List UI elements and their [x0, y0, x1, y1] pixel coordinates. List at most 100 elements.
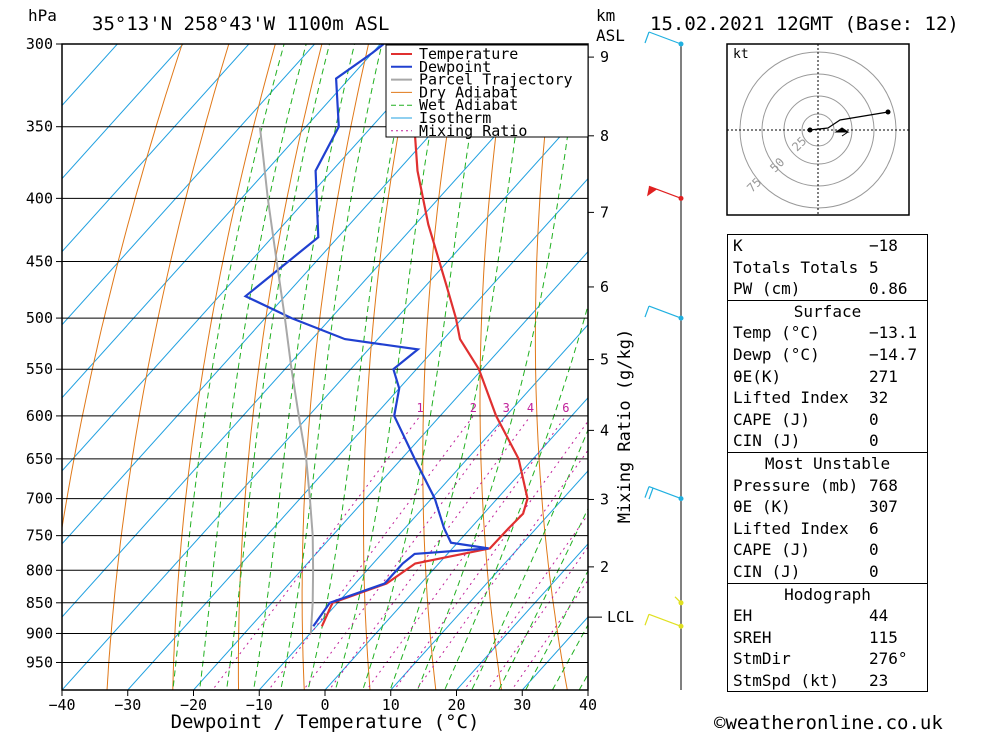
hodograph-trace — [809, 111, 889, 131]
wind-barb-staff — [648, 305, 682, 319]
wet-adiabat-line — [280, 44, 383, 690]
index-value: −18 — [869, 236, 898, 255]
x-tick-label: 40 — [579, 696, 597, 714]
wind-barb-staff — [674, 596, 682, 604]
pressure-tick-label: 750 — [26, 527, 53, 545]
x-tick-label: −30 — [114, 696, 141, 714]
index-row: Lifted Index 32 — [728, 387, 927, 409]
index-value: 0 — [869, 561, 879, 581]
pressure-tick-label: 950 — [26, 653, 53, 671]
index-label: Totals Totals — [733, 257, 859, 277]
dry-adiabat-line — [422, 44, 463, 690]
mixing-ratio-label: 2 — [470, 401, 477, 415]
index-label: StmSpd (kt) — [733, 670, 839, 690]
hodograph-unit-label: kt — [733, 47, 749, 62]
legend-entry: Isotherm — [419, 109, 491, 127]
pressure-tick-label: 300 — [26, 35, 53, 53]
index-row: Totals Totals 5 — [728, 257, 927, 279]
index-value: 44 — [869, 606, 889, 626]
x-tick-label: −20 — [180, 696, 207, 714]
km-tick-label: 5 — [600, 351, 609, 369]
isotherm-line — [455, 543, 588, 690]
pressure-tick-label: 850 — [26, 594, 53, 612]
location-title: 35°13'N 258°43'W 1100m ASL — [92, 13, 389, 35]
index-row: PW (cm) 0.86 — [728, 278, 927, 300]
isotherm-line — [324, 397, 588, 690]
dry-adiabat-line — [971, 7, 1000, 716]
mixing-ratio-label: 25 — [695, 401, 709, 415]
pressure-unit-label: hPa — [28, 6, 57, 25]
legend-entry: Dewpoint — [419, 58, 491, 76]
mixing-ratio-line — [415, 449, 588, 690]
isotherm-line — [62, 44, 447, 472]
index-label: CIN (J) — [733, 431, 801, 451]
pressure-tick-label: 400 — [26, 189, 53, 207]
isotherm-line — [62, 44, 382, 399]
index-row: EH 44 — [728, 605, 927, 627]
wind-barb-staff — [648, 31, 682, 45]
isotherm-line — [62, 44, 250, 253]
km-tick-label: 4 — [600, 421, 609, 439]
index-row: K −18 — [728, 235, 927, 257]
wet-adiabat-line — [416, 44, 582, 690]
index-value: −13.1 — [869, 323, 918, 343]
index-value: 276° — [869, 649, 908, 669]
legend-entry: Dry Adiabat — [419, 83, 518, 101]
legend-entry: Parcel Trajectory — [419, 71, 573, 89]
wet-adiabat-line — [307, 44, 413, 690]
index-label: CIN (J) — [733, 561, 801, 581]
legend-entry: Mixing Ratio — [419, 122, 527, 140]
dry-adiabat-line — [237, 44, 323, 690]
datetime-label: 15.02.2021 12GMT (Base: 12) — [650, 13, 959, 35]
asl-label: ASL — [596, 26, 625, 45]
index-label: StmDir — [733, 649, 791, 669]
index-label: CAPE (J) — [733, 540, 811, 560]
index-row: CIN (J) 0 — [728, 430, 927, 452]
km-tick-label: 7 — [600, 203, 609, 221]
mixing-ratio-line — [487, 546, 588, 690]
index-row: Dewp (°C) −14.7 — [728, 344, 927, 366]
isotherm-line — [62, 44, 119, 107]
dry-adiabat-line — [363, 44, 416, 690]
mixing-ratio-line — [211, 415, 421, 690]
index-value: −14.7 — [869, 344, 918, 364]
storm-motion-arrow — [834, 127, 850, 137]
legend-entry: Temperature — [419, 45, 518, 63]
index-label: CAPE (J) — [733, 409, 811, 429]
wet-adiabat-line — [172, 44, 285, 690]
index-label: Temp (°C) — [733, 323, 820, 343]
index-label: θE (K) — [733, 497, 791, 517]
pressure-tick-label: 900 — [26, 624, 53, 642]
mixing-ratio-label: 1 — [416, 401, 423, 415]
mixing-ratio-line — [463, 513, 588, 690]
mixing-ratio-label: 4 — [527, 401, 534, 415]
series-parcel-trajectory — [258, 126, 315, 634]
dry-adiabat-line — [301, 44, 370, 690]
km-tick-label: 2 — [600, 558, 609, 576]
plot-frame — [61, 43, 589, 691]
index-label: Lifted Index — [733, 518, 849, 538]
mixing-ratio-line — [393, 420, 588, 690]
index-label: Pressure (mb) — [733, 475, 859, 495]
index-value: 5 — [869, 257, 879, 277]
legend-entry: Wet Adiabat — [419, 96, 518, 114]
x-tick-label: 20 — [447, 696, 465, 714]
wind-barb-staff — [648, 613, 682, 627]
pressure-tick-label: 550 — [26, 360, 53, 378]
pressure-tick-label: 800 — [26, 561, 53, 579]
dry-adiabat-line — [62, 44, 183, 532]
most-unstable-header: Most Unstable — [764, 453, 891, 473]
hodograph-point — [885, 109, 891, 115]
index-row: StmSpd (kt) 23 — [728, 670, 927, 692]
index-row: SREH 115 — [728, 627, 927, 649]
pressure-tick-label: 650 — [26, 450, 53, 468]
series-dewpoint — [243, 44, 489, 627]
pressure-tick-label: 350 — [26, 118, 53, 136]
wind-barb-feather — [644, 31, 650, 44]
indices-panel: K −18 Totals Totals 5 PW (cm) 0.86 Surface Te… — [727, 234, 928, 693]
km-tick-label: 9 — [600, 48, 609, 66]
index-value: 23 — [869, 670, 889, 690]
index-label: K — [733, 236, 743, 255]
hodograph-point — [807, 127, 813, 133]
